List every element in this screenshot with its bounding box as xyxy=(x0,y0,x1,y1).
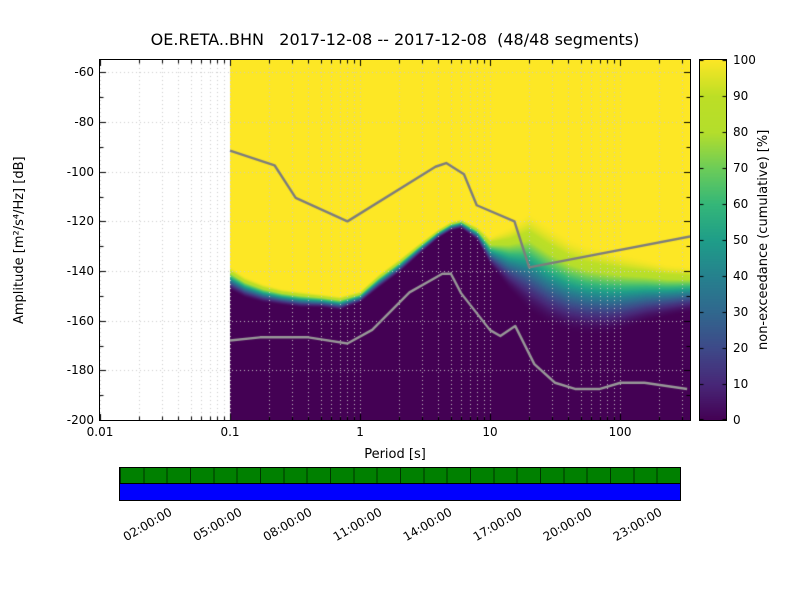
x-tick-label: 0.1 xyxy=(220,425,240,439)
colorbar-tick-label: 30 xyxy=(733,305,749,319)
timeline-tick-label: 02:00:00 xyxy=(120,504,175,544)
y-tick-label: -60 xyxy=(74,65,94,80)
y-tick-label: -140 xyxy=(66,264,94,279)
colorbar-tick-label: 80 xyxy=(733,125,749,139)
x-axis-label: Period [s] xyxy=(364,447,426,462)
colorbar-tick-label: 20 xyxy=(733,341,749,355)
colorbar-tick-label: 10 xyxy=(733,377,749,391)
colorbar-tick-label: 0 xyxy=(733,413,741,427)
timeline-tick-label: 23:00:00 xyxy=(610,504,665,544)
colorbar-canvas xyxy=(700,60,726,420)
colorbar-tick-label: 100 xyxy=(733,53,756,67)
colorbar xyxy=(699,59,727,421)
timeline-tick-label: 11:00:00 xyxy=(330,504,385,544)
timeline-tick-label: 14:00:00 xyxy=(400,504,455,544)
y-tick-label: -180 xyxy=(66,363,94,378)
colorbar-tick-label: 90 xyxy=(733,89,749,103)
colorbar-tick-label: 70 xyxy=(733,161,749,175)
y-tick-label: -120 xyxy=(66,214,94,229)
chart-title: OE.RETA..BHN 2017-12-08 -- 2017-12-08 (4… xyxy=(150,30,640,49)
x-tick-label: 10 xyxy=(482,425,498,439)
timeline-tick-label: 20:00:00 xyxy=(540,504,595,544)
timeline-bar xyxy=(119,467,681,501)
x-tick-label: 1 xyxy=(356,425,364,439)
y-axis-label: Amplitude [m²/s⁴/Hz] [dB] xyxy=(12,156,27,324)
timeline-coverage-band xyxy=(120,468,680,484)
y-tick-label: -80 xyxy=(74,115,94,130)
plot-area xyxy=(99,59,691,421)
x-tick-label: 100 xyxy=(608,425,632,439)
y-tick-label: -200 xyxy=(66,413,94,427)
ppsd-heatmap-canvas xyxy=(100,60,690,420)
colorbar-tick-label: 40 xyxy=(733,269,749,283)
timeline-segments-band xyxy=(120,484,680,500)
timeline-tick-label: 08:00:00 xyxy=(260,504,315,544)
timeline-tick-label: 05:00:00 xyxy=(190,504,245,544)
colorbar-tick-label: 60 xyxy=(733,197,749,211)
y-tick-label: -160 xyxy=(66,313,94,328)
colorbar-tick-label: 50 xyxy=(733,233,749,247)
timeline-tick-label: 17:00:00 xyxy=(470,504,525,544)
x-tick-label: 0.01 xyxy=(86,425,114,439)
y-tick-label: -100 xyxy=(66,164,94,179)
